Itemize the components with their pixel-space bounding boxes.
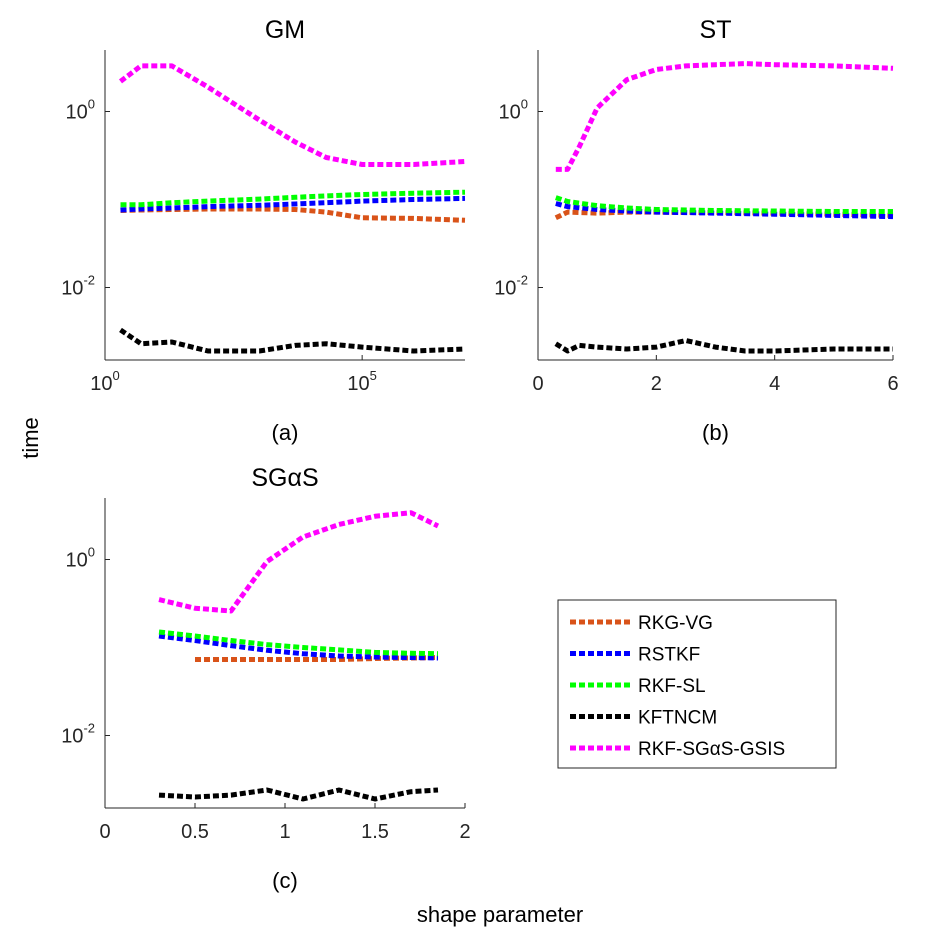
- panel-title: SGαS: [251, 464, 318, 492]
- series-line-kftncm: [158, 787, 439, 802]
- x-tick-label: 105: [347, 368, 376, 395]
- figure-xlabel: shape parameter: [417, 902, 583, 927]
- x-tick-label: 1.5: [361, 821, 389, 843]
- y-tick-label: 10-2: [494, 272, 528, 299]
- panel-title: GM: [265, 16, 305, 44]
- x-tick-label: 0: [532, 373, 543, 395]
- series-line-rkg-vg: [120, 206, 466, 223]
- panel-label: (c): [272, 868, 298, 893]
- series-line-kftncm: [554, 338, 893, 354]
- series-line-rstkf: [555, 201, 894, 220]
- x-tick-label: 0.5: [181, 821, 209, 843]
- series-line-rkg-vg: [554, 209, 894, 221]
- y-tick-label: 10-2: [61, 272, 95, 299]
- legend: RKG-VG RSTKF RKF-SL KFTNCM RKF-SGαS-GSIS: [557, 599, 837, 769]
- x-tick-label: 2: [651, 373, 662, 395]
- series-line-rkf-sg-s-gsis: [118, 63, 466, 167]
- legend-box: [557, 599, 837, 769]
- series-line-rstkf: [120, 195, 466, 213]
- x-tick-label: 2: [459, 821, 470, 843]
- x-tick-label: 6: [887, 373, 898, 395]
- legend-label: RKF-SGαS-GSIS: [638, 739, 785, 760]
- x-tick-label: 4: [769, 373, 780, 395]
- panel-label: (b): [702, 420, 729, 445]
- series-line-rkf-sl: [555, 195, 893, 214]
- legend-label: RKG-VG: [638, 613, 713, 634]
- x-tick-label: 100: [90, 368, 119, 395]
- y-tick-label: 100: [66, 545, 95, 572]
- panel-2: 10-2 100 0 2 4 6 ST (b): [494, 16, 898, 445]
- y-tick-label: 100: [499, 97, 528, 124]
- series-line-rkf-sg-s-gsis: [555, 61, 894, 172]
- figure-ylabel: time: [18, 417, 43, 459]
- legend-label: KFTNCM: [638, 708, 717, 729]
- x-tick-label: 0: [99, 821, 110, 843]
- series-line-rkf-sl: [120, 189, 466, 208]
- panel-label: (a): [272, 420, 299, 445]
- panel-1: 10-2 100 100 105 GM (a): [61, 16, 466, 445]
- series-line-rkf-sg-s-gsis: [158, 510, 440, 614]
- series-line-rkf-sl: [158, 629, 439, 657]
- panel-3: 10-2 100 0 0.5 1 1.5 2 SGαS (c): [61, 464, 470, 893]
- y-tick-label: 100: [66, 97, 95, 124]
- legend-label: RSTKF: [638, 645, 700, 666]
- series-line-rstkf: [158, 633, 439, 661]
- legend-label: RKF-SL: [638, 676, 706, 697]
- y-tick-label: 10-2: [61, 720, 95, 747]
- panel-title: ST: [700, 16, 732, 44]
- x-tick-label: 1: [279, 821, 290, 843]
- series-line-kftncm: [119, 327, 466, 354]
